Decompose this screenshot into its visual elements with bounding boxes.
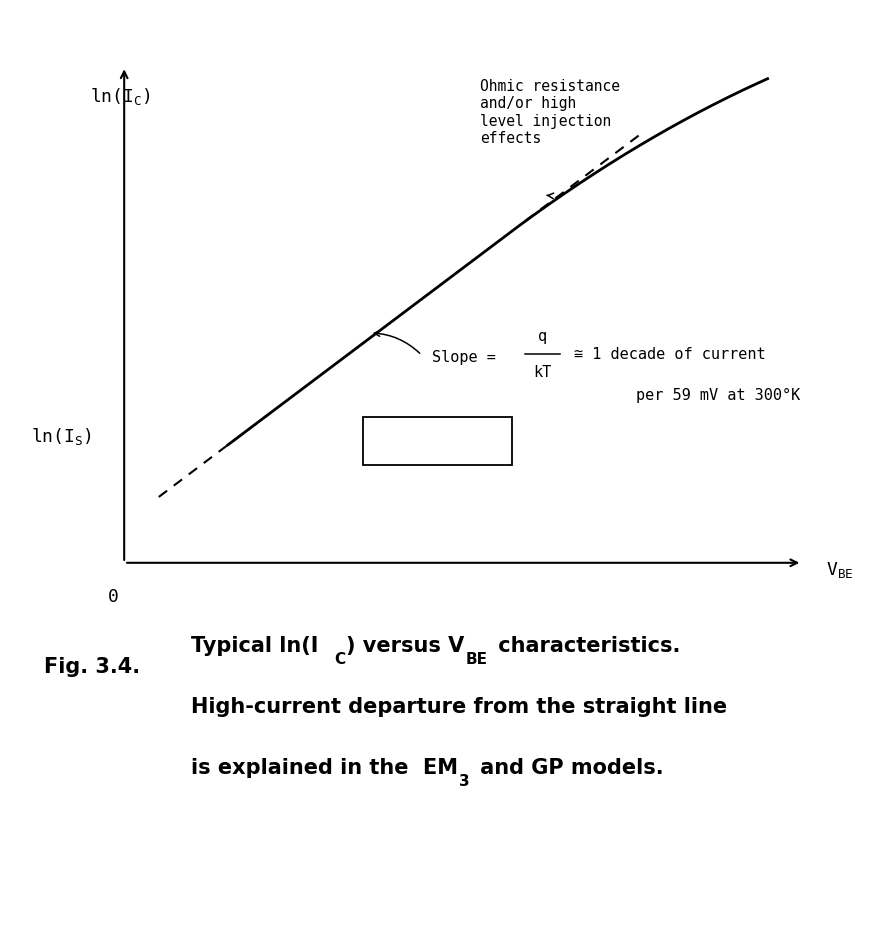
Text: kT: kT xyxy=(533,366,551,380)
Text: BC: BC xyxy=(395,446,410,459)
Text: $\mathregular{ln(I_S)}$: $\mathregular{ln(I_S)}$ xyxy=(31,426,91,446)
Text: = 0: = 0 xyxy=(423,432,462,450)
Text: 3: 3 xyxy=(458,774,469,789)
Text: $\mathregular{V_{BE}}$: $\mathregular{V_{BE}}$ xyxy=(826,560,853,581)
Text: and GP models.: and GP models. xyxy=(472,758,663,778)
Text: $\mathregular{ln(I_C)}$: $\mathregular{ln(I_C)}$ xyxy=(89,86,150,107)
Text: 0: 0 xyxy=(108,588,119,606)
Text: characteristics.: characteristics. xyxy=(490,636,680,656)
Text: Typical ln(I: Typical ln(I xyxy=(190,636,318,656)
Text: Fig. 3.4.: Fig. 3.4. xyxy=(44,657,140,676)
Text: C: C xyxy=(334,652,346,667)
Text: per 59 mV at 300°K: per 59 mV at 300°K xyxy=(635,388,799,403)
Text: is explained in the  EM: is explained in the EM xyxy=(190,758,457,778)
Text: V: V xyxy=(377,432,386,450)
Text: Ohmic resistance
and/or high
level injection
effects: Ohmic resistance and/or high level injec… xyxy=(479,79,619,146)
Text: High-current departure from the straight line: High-current departure from the straight… xyxy=(190,697,726,717)
FancyBboxPatch shape xyxy=(362,417,511,465)
Text: ≅ 1 decade of current: ≅ 1 decade of current xyxy=(573,347,765,362)
Text: q: q xyxy=(538,329,547,344)
Text: ) versus V: ) versus V xyxy=(346,636,463,656)
Text: Slope =: Slope = xyxy=(431,350,504,365)
Text: BE: BE xyxy=(465,652,487,667)
